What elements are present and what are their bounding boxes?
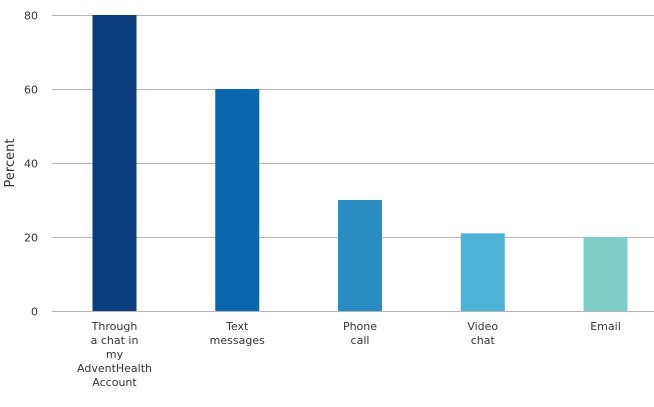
- y-axis-ticks: 0 20 40 60 80: [24, 10, 38, 319]
- x-category-label: Video chat: [467, 320, 498, 347]
- gridlines: [52, 15, 654, 312]
- x-axis-categories: Through a chat in my AdventHealth Account Tex…: [77, 320, 621, 389]
- bars: [92, 15, 628, 311]
- y-tick-label: 40: [24, 158, 38, 171]
- y-axis-label: Percent: [3, 139, 18, 188]
- bar: [215, 89, 260, 311]
- bar: [338, 200, 382, 311]
- x-category-label: Text messages: [210, 320, 265, 347]
- x-category-label: Phone call: [343, 320, 377, 347]
- bar: [583, 237, 628, 311]
- x-category-label: Email: [590, 320, 621, 333]
- y-tick-label: 80: [24, 10, 38, 23]
- bar: [460, 233, 505, 311]
- y-tick-label: 20: [24, 232, 38, 245]
- bar: [92, 15, 137, 311]
- y-tick-label: 60: [24, 84, 38, 97]
- x-category-label: Through a chat in my AdventHealth Account: [77, 320, 152, 389]
- y-tick-label: 0: [31, 306, 38, 319]
